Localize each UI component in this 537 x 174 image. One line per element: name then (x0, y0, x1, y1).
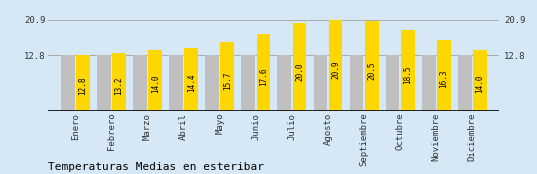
Text: 15.7: 15.7 (223, 71, 232, 90)
Bar (257, 34, 270, 111)
Text: 20.0: 20.0 (295, 63, 304, 81)
Text: 14.0: 14.0 (475, 74, 484, 93)
Text: 20.5: 20.5 (367, 62, 376, 80)
Text: Temperaturas Medias en esteribar: Temperaturas Medias en esteribar (48, 162, 264, 172)
Bar (329, 19, 343, 111)
Bar (133, 55, 147, 111)
Bar (112, 53, 126, 111)
Text: 20.9: 20.9 (331, 61, 340, 79)
Bar (365, 21, 379, 111)
Bar (293, 23, 306, 111)
Bar (437, 40, 451, 111)
Bar (205, 55, 219, 111)
Bar (184, 48, 198, 111)
Bar (148, 50, 162, 111)
Bar (473, 50, 487, 111)
Bar (350, 55, 364, 111)
Bar (458, 55, 471, 111)
Bar (278, 55, 291, 111)
Text: 17.6: 17.6 (259, 67, 268, 86)
Bar (422, 55, 436, 111)
Text: 16.3: 16.3 (439, 70, 448, 88)
Text: 18.5: 18.5 (403, 66, 412, 84)
Text: 14.0: 14.0 (151, 74, 159, 93)
Bar (314, 55, 327, 111)
Bar (221, 42, 234, 111)
Bar (76, 55, 90, 111)
Bar (386, 55, 400, 111)
Bar (61, 55, 75, 111)
Bar (401, 30, 415, 111)
Bar (169, 55, 183, 111)
Text: 12.8: 12.8 (78, 77, 88, 95)
Bar (242, 55, 255, 111)
Bar (97, 55, 111, 111)
Text: 14.4: 14.4 (187, 74, 195, 92)
Text: 13.2: 13.2 (114, 76, 124, 94)
